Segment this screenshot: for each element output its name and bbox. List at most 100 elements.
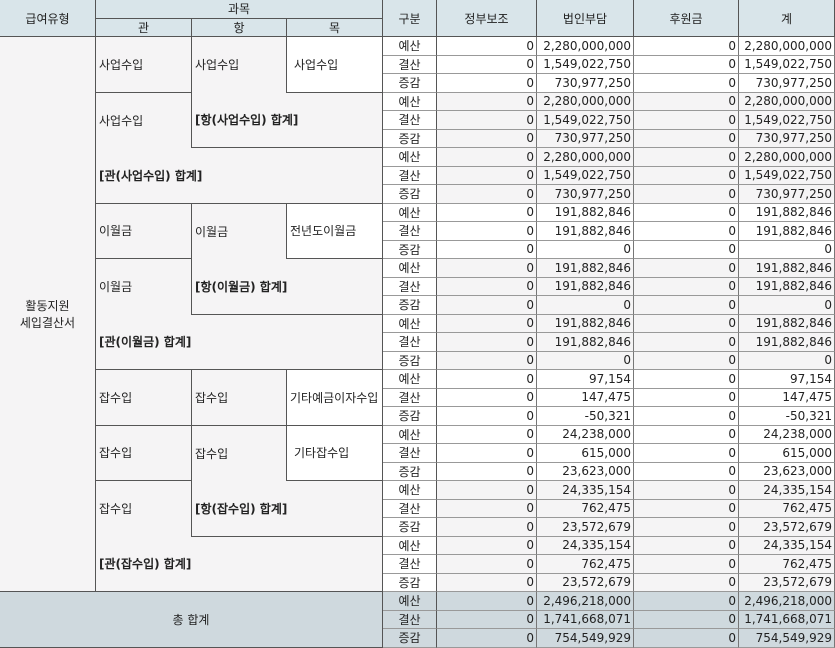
value-cell: 0 xyxy=(537,351,634,370)
value-cell: 191,882,846 xyxy=(739,314,835,333)
hang-cell: 사업수입 xyxy=(192,37,287,93)
value-cell: 0 xyxy=(739,240,835,259)
value-cell: 191,882,846 xyxy=(739,333,835,352)
value-cell: 730,977,250 xyxy=(537,74,634,93)
value-cell: 97,154 xyxy=(739,370,835,389)
value-cell: 0 xyxy=(634,185,739,204)
value-cell: 0 xyxy=(634,74,739,93)
division-label: 증감 xyxy=(383,296,437,315)
value-cell: 1,549,022,750 xyxy=(537,111,634,130)
value-cell: 2,280,000,000 xyxy=(537,37,634,56)
value-cell: 0 xyxy=(437,481,537,500)
division-label: 결산 xyxy=(383,444,437,463)
grand-total-value: 2,496,218,000 xyxy=(537,592,634,611)
value-cell: 0 xyxy=(634,351,739,370)
value-cell: 0 xyxy=(437,148,537,167)
division-label: 예산 xyxy=(383,92,437,111)
grand-total-value: 754,549,929 xyxy=(537,629,634,648)
hang-cell: 이월금 xyxy=(192,203,287,259)
value-cell: 0 xyxy=(634,573,739,592)
value-cell: 0 xyxy=(634,499,739,518)
value-cell: 0 xyxy=(437,129,537,148)
value-cell: 23,572,679 xyxy=(537,573,634,592)
division-label: 증감 xyxy=(383,573,437,592)
value-cell: 0 xyxy=(437,314,537,333)
value-cell: 191,882,846 xyxy=(537,203,634,222)
value-cell: 0 xyxy=(634,129,739,148)
value-cell: 1,549,022,750 xyxy=(739,55,835,74)
value-cell: 0 xyxy=(437,407,537,426)
division-label: 증감 xyxy=(383,129,437,148)
value-cell: 0 xyxy=(634,407,739,426)
value-cell: 0 xyxy=(634,111,739,130)
value-cell: 0 xyxy=(634,203,739,222)
value-cell: 0 xyxy=(437,388,537,407)
value-cell: 0 xyxy=(437,573,537,592)
value-cell: 2,280,000,000 xyxy=(537,92,634,111)
value-cell: 2,280,000,000 xyxy=(739,37,835,56)
grand-total-value: 0 xyxy=(437,610,537,629)
division-label: 증감 xyxy=(383,629,437,648)
division-label: 예산 xyxy=(383,203,437,222)
value-cell: 0 xyxy=(739,351,835,370)
value-cell: 0 xyxy=(634,240,739,259)
value-cell: 191,882,846 xyxy=(739,259,835,278)
value-cell: 191,882,846 xyxy=(739,277,835,296)
grand-total-value: 0 xyxy=(437,629,537,648)
value-cell: 191,882,846 xyxy=(739,222,835,241)
type-label: 활동지원 세입결산서 xyxy=(0,37,96,592)
value-cell: 0 xyxy=(634,481,739,500)
hang-cell: 잡수입 xyxy=(192,370,287,426)
gwan-total-label: [관(사업수입) 합계] xyxy=(96,148,383,204)
value-cell: 762,475 xyxy=(537,499,634,518)
value-cell: 2,280,000,000 xyxy=(739,148,835,167)
value-cell: 0 xyxy=(634,370,739,389)
division-label: 증감 xyxy=(383,407,437,426)
value-cell: 0 xyxy=(437,555,537,574)
value-cell: 0 xyxy=(437,37,537,56)
value-cell: 730,977,250 xyxy=(537,129,634,148)
value-cell: 0 xyxy=(437,185,537,204)
value-cell: 0 xyxy=(437,536,537,555)
value-cell: 0 xyxy=(634,518,739,537)
mok-cell: 기타예금이자수입 xyxy=(287,370,383,426)
header-type: 급여유형 xyxy=(0,0,96,37)
value-cell: 0 xyxy=(634,277,739,296)
value-cell: 1,549,022,750 xyxy=(739,166,835,185)
value-cell: 615,000 xyxy=(739,444,835,463)
hang-total-label: [항(사업수입) 합계] xyxy=(192,92,383,148)
value-cell: 191,882,846 xyxy=(537,277,634,296)
division-label: 결산 xyxy=(383,333,437,352)
value-cell: 23,623,000 xyxy=(739,462,835,481)
mok-cell: 사업수입 xyxy=(287,37,383,93)
gwan-total-label: [관(이월금) 합계] xyxy=(96,314,383,370)
value-cell: 24,335,154 xyxy=(537,536,634,555)
value-cell: 0 xyxy=(537,296,634,315)
value-cell: 0 xyxy=(634,462,739,481)
value-cell: 191,882,846 xyxy=(739,203,835,222)
value-cell: 0 xyxy=(437,240,537,259)
value-cell: 0 xyxy=(437,74,537,93)
value-cell: 0 xyxy=(437,518,537,537)
value-cell: 730,977,250 xyxy=(739,129,835,148)
header-subject: 과목 xyxy=(96,0,383,19)
mok-cell: 기타잡수입 xyxy=(287,425,383,481)
value-cell: 24,335,154 xyxy=(739,481,835,500)
gwan-cell: 잡수입 xyxy=(96,425,192,481)
value-cell: 0 xyxy=(634,222,739,241)
grand-total-value: 0 xyxy=(634,629,739,648)
division-label: 증감 xyxy=(383,351,437,370)
division-label: 예산 xyxy=(383,148,437,167)
header-column: 정부보조 xyxy=(437,0,537,37)
value-cell: 0 xyxy=(437,92,537,111)
value-cell: 730,977,250 xyxy=(739,185,835,204)
value-cell: 0 xyxy=(634,555,739,574)
value-cell: 23,572,679 xyxy=(739,518,835,537)
division-label: 예산 xyxy=(383,481,437,500)
value-cell: 0 xyxy=(437,425,537,444)
value-cell: 0 xyxy=(437,351,537,370)
value-cell: 730,977,250 xyxy=(739,74,835,93)
value-cell: 0 xyxy=(437,203,537,222)
value-cell: 0 xyxy=(437,277,537,296)
header-hang: 항 xyxy=(192,18,287,37)
